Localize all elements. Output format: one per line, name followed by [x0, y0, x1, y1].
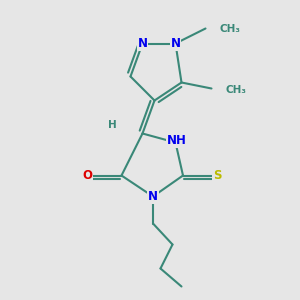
Text: S: S — [213, 169, 222, 182]
Text: H: H — [108, 119, 117, 130]
Text: CH₃: CH₃ — [219, 23, 240, 34]
Text: N: N — [148, 190, 158, 203]
Text: NH: NH — [167, 134, 187, 148]
Text: N: N — [170, 37, 181, 50]
Text: N: N — [137, 37, 148, 50]
Text: CH₃: CH₃ — [225, 85, 246, 95]
Text: O: O — [82, 169, 92, 182]
